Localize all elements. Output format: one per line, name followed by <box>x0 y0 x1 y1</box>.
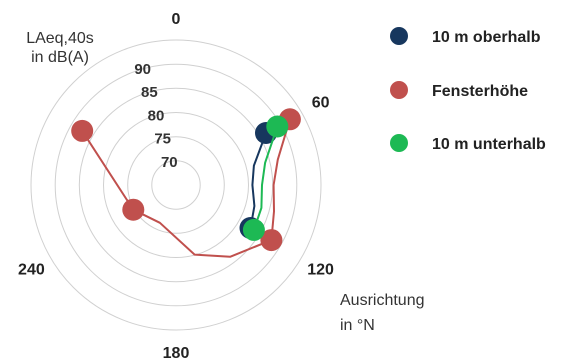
grid-ring-4 <box>54 63 298 307</box>
legend-label-10m-unterhalb: 10 m unterhalb <box>432 136 546 153</box>
grid <box>30 39 322 331</box>
series-line-1 <box>81 119 291 258</box>
series-2-point-0 <box>266 115 289 138</box>
r-tick-label-80: 80 <box>148 107 165 124</box>
legend-item-fensterhoehe: Fensterhöhe <box>390 81 528 100</box>
angle-label-60: 60 <box>312 95 330 112</box>
angle-axis-labels: 0 60 120 180 240 <box>18 11 334 360</box>
series-2 <box>242 115 289 241</box>
series-2-point-4 <box>242 218 265 241</box>
legend-label-10m-oberhalb: 10 m oberhalb <box>432 29 541 46</box>
legend-marker-10m-unterhalb <box>390 134 408 152</box>
angle-axis-title: Ausrichtung in °N <box>340 292 425 334</box>
r-tick-label-75: 75 <box>154 131 171 148</box>
series-line-0 <box>249 132 267 229</box>
series <box>71 108 301 258</box>
series-1-point-9 <box>71 119 94 142</box>
angle-label-120: 120 <box>307 262 334 279</box>
legend-item-10m-unterhalb: 10 m unterhalb <box>390 134 546 153</box>
legend: 10 m oberhalb Fensterhöhe 10 m unterhalb <box>390 27 546 153</box>
grid-ring-2 <box>103 112 249 258</box>
r-axis-title-line-1: LAeq,40s <box>26 30 94 47</box>
r-axis-title: LAeq,40s in dB(A) <box>26 30 94 66</box>
angle-label-0: 0 <box>172 11 181 28</box>
legend-label-fensterhoehe: Fensterhöhe <box>432 83 528 100</box>
angle-label-240: 240 <box>18 262 45 279</box>
angle-label-180: 180 <box>163 345 190 360</box>
r-tick-label-85: 85 <box>141 84 158 101</box>
series-1-point-4 <box>260 229 283 252</box>
angle-axis-title-line-1: Ausrichtung <box>340 292 425 309</box>
legend-marker-10m-oberhalb <box>390 27 408 45</box>
angle-axis-title-line-2: in °N <box>340 317 375 334</box>
grid-ring-0 <box>151 160 201 210</box>
legend-item-10m-oberhalb: 10 m oberhalb <box>390 27 541 46</box>
r-axis-ticks: 70 75 80 85 90 <box>134 61 177 171</box>
series-1-point-8 <box>122 198 145 221</box>
grid-ring-3 <box>78 87 274 283</box>
r-tick-label-70: 70 <box>161 154 178 171</box>
r-tick-label-90: 90 <box>134 61 151 78</box>
r-axis-title-line-2: in dB(A) <box>31 49 89 66</box>
grid-ring-5 <box>30 39 322 331</box>
series-line-2 <box>252 126 279 231</box>
legend-marker-fensterhoehe <box>390 81 408 99</box>
grid-ring-1 <box>127 136 225 234</box>
